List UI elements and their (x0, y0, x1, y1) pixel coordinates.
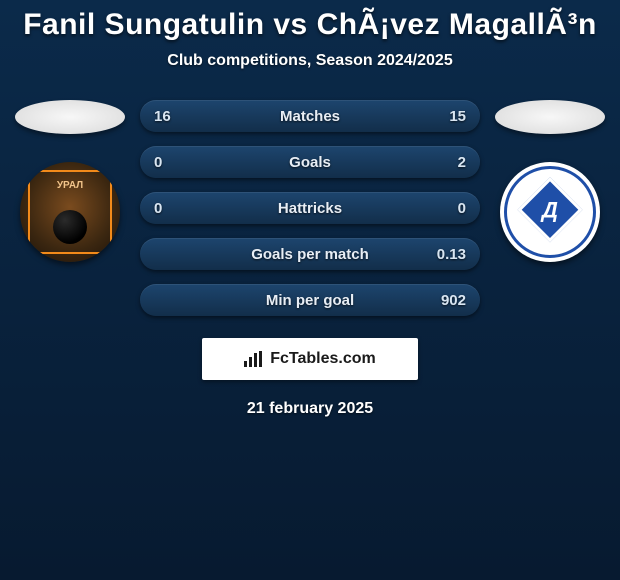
stat-row: 16 Matches 15 (140, 100, 480, 132)
comparison-body: УРАЛ 16 Matches 15 0 Goals 2 0 Hattricks… (0, 100, 620, 316)
flag-right-icon (495, 100, 605, 134)
stat-label: Hattricks (140, 200, 480, 217)
stat-row: Min per goal 902 (140, 284, 480, 316)
stat-label: Goals per match (140, 246, 480, 263)
stat-row: 0 Goals 2 (140, 146, 480, 178)
bar-chart-icon (244, 351, 264, 367)
club-crest-right-icon: Д (500, 162, 600, 262)
player-left-side: УРАЛ (10, 100, 130, 262)
brand-badge: FcTables.com (202, 338, 418, 380)
stat-label: Matches (140, 108, 480, 125)
player-right-side: Д (490, 100, 610, 262)
subtitle: Club competitions, Season 2024/2025 (167, 52, 452, 70)
flag-left-icon (15, 100, 125, 134)
club-crest-left-icon: УРАЛ (20, 162, 120, 262)
stat-label: Min per goal (140, 292, 480, 309)
stat-row: 0 Hattricks 0 (140, 192, 480, 224)
stat-label: Goals (140, 154, 480, 171)
stats-list: 16 Matches 15 0 Goals 2 0 Hattricks 0 Go… (140, 100, 480, 316)
stat-row: Goals per match 0.13 (140, 238, 480, 270)
date-text: 21 february 2025 (247, 400, 373, 418)
comparison-card: Fanil Sungatulin vs ChÃ¡vez MagallÃ³n Cl… (0, 0, 620, 418)
brand-text: FcTables.com (270, 350, 376, 368)
page-title: Fanil Sungatulin vs ChÃ¡vez MagallÃ³n (23, 8, 597, 42)
